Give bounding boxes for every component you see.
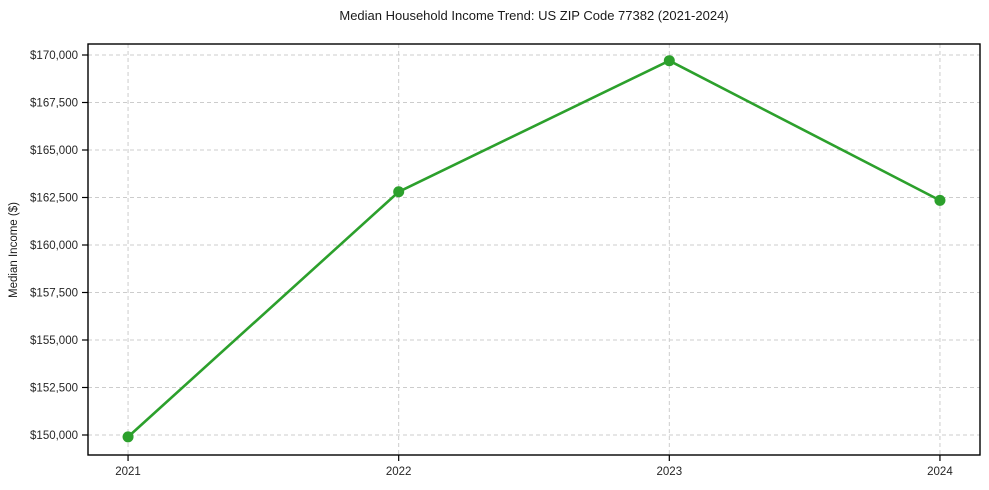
data-point-2023 [663, 55, 675, 67]
data-point-2021 [122, 431, 134, 443]
y-tick-label: $155,000 [30, 335, 78, 347]
x-tick-label: 2024 [927, 466, 953, 478]
data-point-2022 [393, 186, 405, 198]
y-tick-label: $170,000 [30, 50, 78, 62]
x-tick-label: 2023 [657, 466, 683, 478]
trend-line [126, 59, 942, 439]
y-tick-label: $167,500 [30, 97, 78, 109]
x-tick-label: 2022 [386, 466, 412, 478]
x-tick-label: 2021 [115, 466, 141, 478]
plot-border [87, 43, 981, 456]
y-tick-label: $150,000 [30, 430, 78, 442]
chart-title: Median Household Income Trend: US ZIP Co… [339, 8, 729, 23]
y-tick-label: $157,500 [30, 287, 78, 299]
y-tick-label: $162,500 [30, 192, 78, 204]
y-tick-label: $152,500 [30, 382, 78, 394]
data-point-2024 [934, 194, 946, 206]
y-tick-label: $165,000 [30, 145, 78, 157]
y-tick-label: $160,000 [30, 240, 78, 252]
